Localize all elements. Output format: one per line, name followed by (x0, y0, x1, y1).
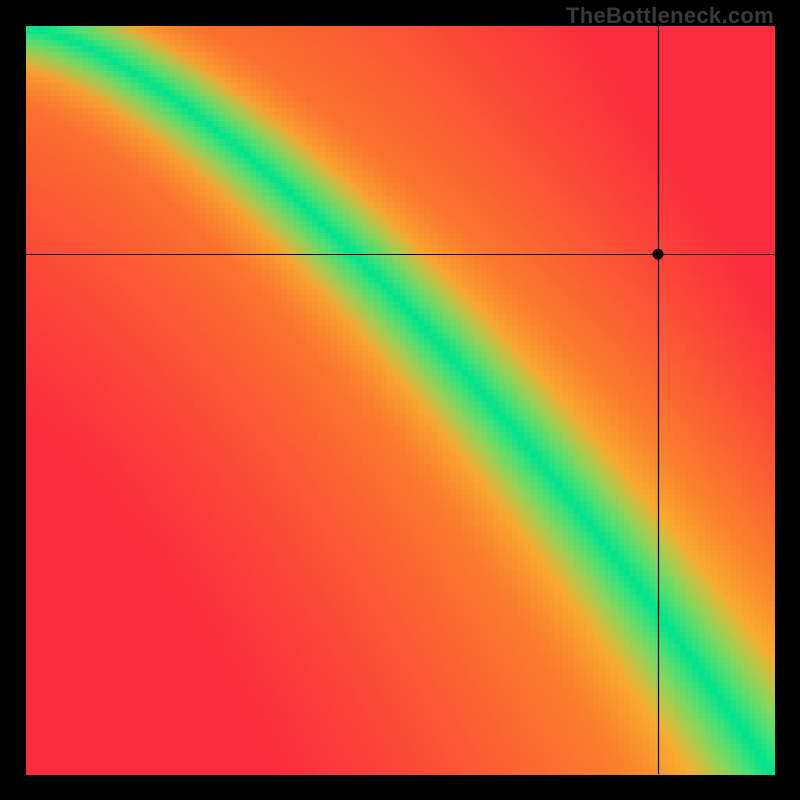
watermark-text: TheBottleneck.com (566, 3, 774, 29)
chart-container: TheBottleneck.com (0, 0, 800, 800)
bottleneck-heatmap (0, 0, 800, 800)
